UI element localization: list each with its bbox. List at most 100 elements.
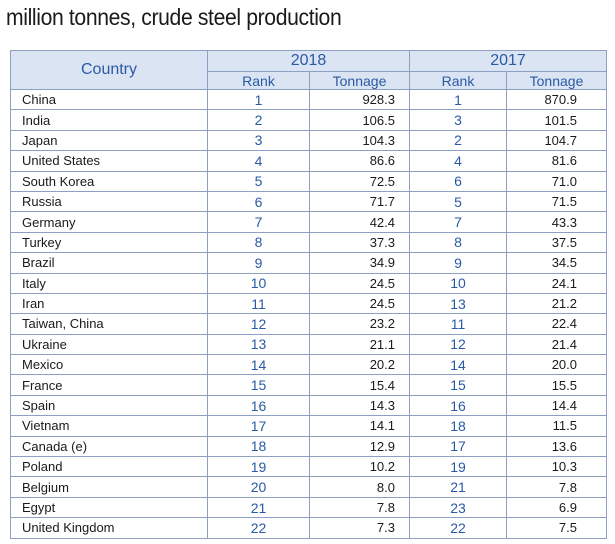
tonnage-2018-cell: 7.3 xyxy=(309,517,410,539)
country-cell: Mexico xyxy=(10,354,208,376)
rank-2017-cell: 5 xyxy=(409,190,507,213)
rank-2017-cell: 21 xyxy=(409,476,507,498)
table-row: Poland 19 10.2 19 10.3 xyxy=(10,456,607,478)
country-cell: France xyxy=(10,374,208,396)
rank-2017-cell: 10 xyxy=(409,272,507,294)
rank-2018-cell: 1 xyxy=(207,88,310,111)
rank-2018-cell: 11 xyxy=(207,292,310,315)
country-cell: Taiwan, China xyxy=(10,313,208,335)
tonnage-2018-cell: 21.1 xyxy=(309,333,410,356)
table-body: China 1 928.3 1 870.9 India 2 106.5 3 101.5 Japan 3… xyxy=(10,88,607,539)
tonnage-2018-cell: 37.3 xyxy=(309,231,410,254)
rank-2017-cell: 6 xyxy=(409,170,507,192)
rank-2017-cell: 23 xyxy=(409,496,507,519)
tonnage-2017-header: Tonnage xyxy=(506,71,607,90)
tonnage-2017-cell: 24.1 xyxy=(506,272,607,294)
rank-2017-cell: 19 xyxy=(409,456,507,478)
tonnage-2018-cell: 14.1 xyxy=(309,415,410,437)
country-cell: Brazil xyxy=(10,252,208,274)
rank-2017-cell: 18 xyxy=(409,415,507,437)
tonnage-2017-cell: 71.5 xyxy=(506,190,607,213)
rank-2018-header: Rank xyxy=(207,71,310,90)
country-cell: China xyxy=(10,88,208,111)
table-caption: million tonnes, crude steel production xyxy=(6,4,342,30)
country-column-header: Country xyxy=(10,50,208,90)
tonnage-2017-cell: 101.5 xyxy=(506,109,607,131)
tonnage-2018-cell: 15.4 xyxy=(309,374,410,396)
table-row: France 15 15.4 15 15.5 xyxy=(10,374,607,396)
table-header: Country 2018 2017 Rank Tonnage Rank Tonn… xyxy=(10,50,607,90)
rank-2018-cell: 19 xyxy=(207,456,310,478)
table-row: Canada (e) 18 12.9 17 13.6 xyxy=(10,435,607,458)
table-row: Ukraine 13 21.1 12 21.4 xyxy=(10,333,607,356)
tonnage-2017-cell: 7.5 xyxy=(506,517,607,539)
country-cell: India xyxy=(10,109,208,131)
rank-2017-cell: 12 xyxy=(409,333,507,356)
rank-2018-cell: 15 xyxy=(207,374,310,396)
rank-2017-cell: 16 xyxy=(409,394,507,417)
tonnage-2018-cell: 12.9 xyxy=(309,435,410,458)
table-row: Iran 11 24.5 13 21.2 xyxy=(10,292,607,315)
tonnage-2017-cell: 37.5 xyxy=(506,231,607,254)
steel-production-table-wrapper: Country 2018 2017 Rank Tonnage Rank Tonn… xyxy=(10,50,607,539)
rank-2018-cell: 7 xyxy=(207,211,310,233)
rank-2018-cell: 4 xyxy=(207,150,310,172)
table-row: Turkey 8 37.3 8 37.5 xyxy=(10,231,607,254)
tonnage-2017-cell: 22.4 xyxy=(506,313,607,335)
rank-2017-cell: 3 xyxy=(409,109,507,131)
tonnage-2018-cell: 104.3 xyxy=(309,129,410,152)
rank-2018-cell: 5 xyxy=(207,170,310,192)
table-row: Belgium 20 8.0 21 7.8 xyxy=(10,476,607,498)
rank-2017-cell: 4 xyxy=(409,150,507,172)
tonnage-2018-cell: 34.9 xyxy=(309,252,410,274)
country-cell: Turkey xyxy=(10,231,208,254)
tonnage-2018-cell: 106.5 xyxy=(309,109,410,131)
rank-2018-cell: 10 xyxy=(207,272,310,294)
country-cell: United States xyxy=(10,150,208,172)
rank-2017-cell: 14 xyxy=(409,354,507,376)
tonnage-2018-cell: 71.7 xyxy=(309,190,410,213)
rank-2017-cell: 15 xyxy=(409,374,507,396)
tonnage-2017-cell: 104.7 xyxy=(506,129,607,152)
tonnage-2017-cell: 10.3 xyxy=(506,456,607,478)
tonnage-2017-cell: 21.4 xyxy=(506,333,607,356)
tonnage-2017-cell: 21.2 xyxy=(506,292,607,315)
tonnage-2018-cell: 42.4 xyxy=(309,211,410,233)
rank-2017-cell: 9 xyxy=(409,252,507,274)
table-row: Italy 10 24.5 10 24.1 xyxy=(10,272,607,294)
tonnage-2018-cell: 24.5 xyxy=(309,292,410,315)
rank-2018-cell: 14 xyxy=(207,354,310,376)
tonnage-2017-cell: 71.0 xyxy=(506,170,607,192)
table-row: Vietnam 17 14.1 18 11.5 xyxy=(10,415,607,437)
country-cell: Belgium xyxy=(10,476,208,498)
country-cell: Canada (e) xyxy=(10,435,208,458)
tonnage-2018-cell: 86.6 xyxy=(309,150,410,172)
rank-2018-cell: 12 xyxy=(207,313,310,335)
rank-2018-cell: 21 xyxy=(207,496,310,519)
rank-2017-cell: 11 xyxy=(409,313,507,335)
rank-2017-cell: 7 xyxy=(409,211,507,233)
tonnage-2017-cell: 81.6 xyxy=(506,150,607,172)
rank-2018-cell: 9 xyxy=(207,252,310,274)
rank-2017-cell: 17 xyxy=(409,435,507,458)
tonnage-2017-cell: 15.5 xyxy=(506,374,607,396)
tonnage-2018-cell: 20.2 xyxy=(309,354,410,376)
rank-2018-cell: 17 xyxy=(207,415,310,437)
country-cell: Iran xyxy=(10,292,208,315)
rank-2017-cell: 13 xyxy=(409,292,507,315)
country-cell: Poland xyxy=(10,456,208,478)
rank-2017-cell: 22 xyxy=(409,517,507,539)
rank-2017-cell: 1 xyxy=(409,88,507,111)
country-cell: Russia xyxy=(10,190,208,213)
year-2017-header: 2017 xyxy=(409,50,607,72)
rank-2018-cell: 20 xyxy=(207,476,310,498)
rank-2018-cell: 13 xyxy=(207,333,310,356)
country-cell: Vietnam xyxy=(10,415,208,437)
tonnage-2017-cell: 870.9 xyxy=(506,88,607,111)
tonnage-2018-cell: 23.2 xyxy=(309,313,410,335)
rank-2017-cell: 2 xyxy=(409,129,507,152)
tonnage-2017-cell: 13.6 xyxy=(506,435,607,458)
table-row: Taiwan, China 12 23.2 11 22.4 xyxy=(10,313,607,335)
tonnage-2018-cell: 14.3 xyxy=(309,394,410,417)
tonnage-2018-cell: 8.0 xyxy=(309,476,410,498)
